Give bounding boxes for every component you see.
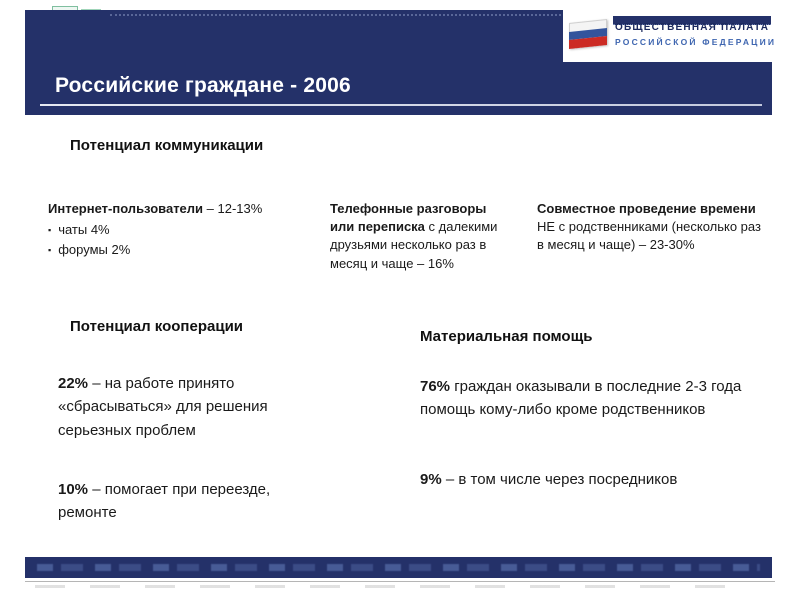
joint-time-column: Совместное проведение времени НЕ с родст… [537, 200, 767, 255]
cooperation-stat-2: 10% – помогает при переезде, ремонте [58, 478, 298, 525]
logo-line1-wrap: ОБЩЕСТВЕННАЯ ПАЛАТА [613, 16, 776, 34]
title-underline [40, 104, 762, 106]
cooperation-stat-1: 22% – на работе принято «сбрасываться» д… [58, 372, 298, 442]
bullet-icon: ▪ [48, 245, 52, 256]
logo-text: ОБЩЕСТВЕННАЯ ПАЛАТА РОССИЙСКОЙ ФЕДЕРАЦИИ [613, 16, 777, 47]
stat-lead: Телефонные разговоры или переписка [330, 201, 487, 235]
material-aid-stat-1: 76% граждан оказывали в последние 2-3 го… [420, 375, 755, 422]
header-band: Российские граждане - 2006 [25, 10, 772, 115]
russian-flag-icon [569, 18, 607, 49]
slide-title: Российские граждане - 2006 [55, 74, 351, 97]
toolbar-artifact [110, 14, 565, 16]
stat-lead: Интернет-пользователи [48, 201, 204, 216]
bottom-artifact [35, 585, 735, 588]
stat-lead: 22% [58, 375, 89, 392]
list-item: ▪ чаты 4% [48, 221, 288, 239]
stat-rest: – в том числе через посредников [441, 471, 678, 488]
stat-lead: 76% [420, 378, 451, 395]
cooperation-heading: Потенциал кооперации [70, 318, 244, 335]
bullet-label: форумы 2% [58, 242, 131, 258]
internet-bullets: ▪ чаты 4% ▪ форумы 2% [48, 221, 288, 259]
communication-heading: Потенциал коммуникации [70, 137, 264, 154]
stat-lead: 10% [58, 481, 89, 498]
stat-lead: 9% [420, 471, 442, 488]
stat-rest: НЕ с родственниками (несколько раз в мес… [537, 219, 761, 253]
stat-rest: – 12-13% [203, 201, 263, 216]
material-aid-stat-2: 9% – в том числе через посредников [420, 468, 755, 491]
stat-rest: – помогает при переезде, ремонте [58, 481, 271, 522]
bottom-divider [25, 581, 775, 582]
bullet-label: чаты 4% [58, 222, 110, 238]
logo-org-subtitle: РОССИЙСКОЙ ФЕДЕРАЦИИ [615, 37, 777, 47]
internet-users-column: Интернет-пользователи – 12-13% ▪ чаты 4%… [48, 200, 288, 260]
material-aid-heading: Материальная помощь [420, 328, 593, 345]
phone-talks-stat: Телефонные разговоры или переписка с дал… [330, 200, 510, 273]
logo-artifact-bar [613, 16, 771, 25]
stat-rest: с далекими друзьями несколько раз в меся… [330, 219, 498, 271]
logo-org-name: ОБЩЕСТВЕННАЯ ПАЛАТА [615, 22, 770, 33]
civic-chamber-logo: ОБЩЕСТВЕННАЯ ПАЛАТА РОССИЙСКОЙ ФЕДЕРАЦИИ [563, 5, 774, 62]
stat-rest: граждан оказывали в последние 2-3 года п… [420, 378, 742, 419]
bullet-icon: ▪ [48, 225, 52, 236]
internet-users-stat: Интернет-пользователи – 12-13% [48, 200, 288, 218]
stat-lead: Совместное проведение времени [537, 201, 756, 216]
joint-time-stat: Совместное проведение времени НЕ с родст… [537, 200, 767, 255]
footer-band [25, 557, 772, 578]
footer-blurred-text [37, 564, 760, 571]
stat-rest: – на работе принято «сбрасываться» для р… [58, 375, 268, 439]
phone-talks-column: Телефонные разговоры или переписка с дал… [330, 200, 510, 273]
list-item: ▪ форумы 2% [48, 241, 288, 259]
